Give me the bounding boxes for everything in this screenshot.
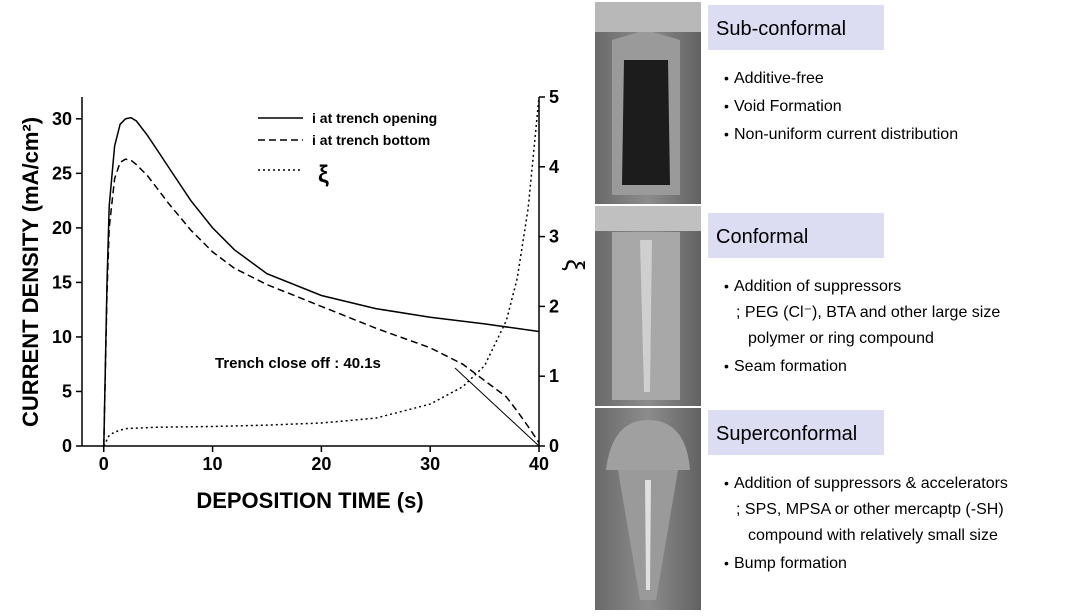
bullet-text: Additive-free [734, 70, 824, 87]
annotation-arrow [455, 368, 539, 446]
y-tick-label: 10 [52, 327, 72, 347]
bullet-dot: • [724, 555, 729, 571]
x-axis-label: DEPOSITION TIME (s) [196, 488, 423, 513]
legend-label: i at trench opening [312, 110, 437, 126]
y2-tick-label: 3 [549, 227, 559, 247]
y2-tick-label: 0 [549, 436, 559, 456]
bullet-text: Addition of suppressors & accelerators [734, 475, 1008, 492]
annotation: Trench close off : 40.1s [215, 355, 381, 372]
bullet-text: Non-uniform current distribution [734, 126, 958, 143]
bullet-dot: • [724, 126, 729, 142]
y-tick-label: 0 [62, 436, 72, 456]
series-line [104, 159, 539, 446]
bullet-text: ; PEG (Cl⁻), BTA and other large size [736, 304, 1000, 321]
bullet-dot: • [724, 475, 729, 491]
bullet-text: Void Formation [734, 98, 842, 115]
y-tick-label: 30 [52, 109, 72, 129]
panel-heading: Sub-conformal [716, 18, 846, 40]
y2-axis-label: ξ [560, 259, 590, 271]
series-line [104, 97, 539, 446]
bullet-dot: • [724, 98, 729, 114]
x-tick-label: 0 [99, 454, 109, 474]
x-tick-label: 20 [311, 454, 331, 474]
bullet-text: Addition of suppressors [734, 278, 901, 295]
chart: 0 5 10 15 20 25 30 0 1 2 3 4 5 0 10 20 30 40 DEPOSITION TI… [18, 87, 590, 513]
x-tick-label: 30 [420, 454, 440, 474]
figure: Sub-conformal • Additive-free • Void Formati… [0, 0, 1076, 611]
panel-heading: Conformal [716, 226, 808, 248]
y2-tick-label: 4 [549, 157, 559, 177]
bullet-text: Seam formation [734, 358, 847, 375]
y-tick-label: 15 [52, 272, 72, 292]
x-tick-label: 40 [529, 454, 549, 474]
y2-tick-label: 2 [549, 296, 559, 316]
bullet-text: Bump formation [734, 555, 847, 572]
y-tick-label: 20 [52, 218, 72, 238]
panels: Sub-conformal • Additive-free • Void Formati… [708, 5, 1008, 572]
panel-heading: Superconformal [716, 423, 857, 445]
bullet-dot: • [724, 70, 729, 86]
page: Sub-conformal • Additive-free • Void Formati… [0, 0, 1076, 616]
legend-label: ξ [318, 161, 329, 188]
x-tick-label: 10 [203, 454, 223, 474]
legend-label: i at trench bottom [312, 132, 430, 148]
y-tick-label: 25 [52, 163, 72, 183]
y-tick-label: 5 [62, 381, 72, 401]
y2-tick-label: 1 [549, 366, 559, 386]
bullet-text: polymer or ring compound [748, 330, 934, 347]
bullet-dot: • [724, 278, 729, 294]
bullet-text: compound with relatively small size [748, 527, 998, 544]
bullet-dot: • [724, 358, 729, 374]
sem-images [595, 2, 701, 610]
y2-tick-label: 5 [549, 87, 559, 107]
y-axis-label: CURRENT DENSITY (mA/cm²) [18, 117, 43, 427]
bullet-text: ; SPS, MPSA or other mercaptp (-SH) [736, 501, 1004, 518]
